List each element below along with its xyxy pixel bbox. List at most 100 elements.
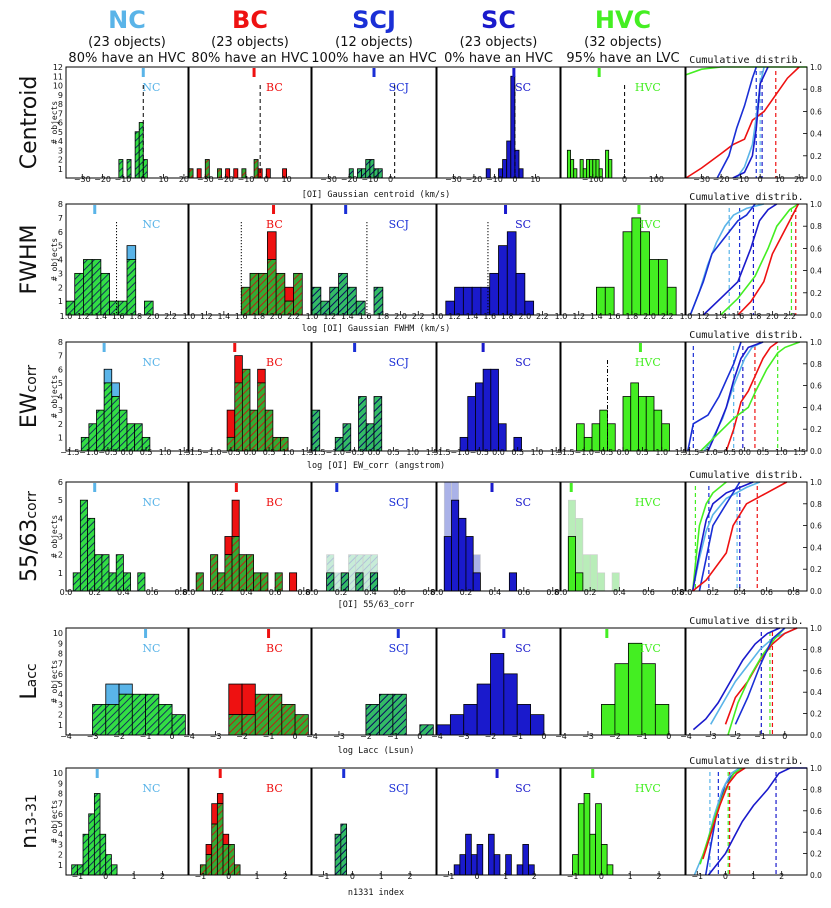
histogram-bar: [103, 368, 113, 384]
panel-scj-row1: SCJ 1.0 1.2 1.4 1.6 1.8 2.0 2.2: [306, 203, 437, 321]
x-tick-label: 1.0: [282, 448, 295, 457]
x-tick-label: −2: [609, 732, 621, 741]
x-tick-label: 0.5: [387, 448, 400, 457]
column-title-nc: NC: [108, 6, 146, 34]
y-tick-label: 1: [58, 721, 63, 730]
y-axis-label: # objects: [50, 238, 59, 282]
y-tick-label: 1: [58, 165, 63, 174]
panel-hvc-row1: HVC 1.0 1.2 1.4 1.6 1.8 2.0 2.2: [555, 203, 686, 321]
panel-hvc-row2: HVC −1.5 −1.0 −0.5 0.0 0.5 1.0 1.5: [555, 341, 687, 457]
histogram-bar: [605, 149, 610, 179]
panel-hvc-row3: HVC 0.0 0.2 0.4 0.6 0.8: [555, 481, 686, 597]
cumulative-panel-row3: Cumulative distrib. 0.0 0.2 0.4 0.6 0.8 1.0 0.0…: [680, 470, 823, 597]
histogram-bar: [254, 693, 269, 736]
histogram-bar: [342, 423, 352, 452]
x-tick-label: 2.0: [270, 312, 283, 321]
histogram-bar: [241, 683, 256, 716]
x-tick-label: −0.5: [470, 448, 489, 457]
cdf-x-tick-label: −30: [693, 175, 710, 184]
histogram-bar: [503, 673, 518, 736]
x-tick-label: −3: [87, 732, 99, 741]
panel-label: HVC: [635, 81, 661, 94]
cdf-y-tick-label: 1.0: [810, 63, 822, 72]
x-tick-label: 2.0: [643, 312, 656, 321]
histogram-bar: [91, 259, 102, 316]
x-tick-label: −10: [237, 175, 254, 184]
panel-frame: [311, 627, 437, 736]
histogram-bar: [631, 217, 642, 316]
cdf-x-tick-label: 0.0: [738, 448, 751, 457]
x-axis-label: n1331 index: [348, 888, 404, 898]
ghost-bar: [362, 554, 371, 592]
column-count: (32 objects): [584, 35, 662, 50]
ghost-bar: [348, 554, 357, 592]
cdf-y-tick-label: 0.6: [810, 807, 822, 816]
x-tick-label: 0: [666, 732, 671, 741]
row-label-0: Centroid: [17, 76, 42, 170]
cdf-x-tick-label: 0: [782, 732, 787, 741]
ghost-bar: [582, 554, 591, 592]
cdf-y-tick-label: 0.0: [810, 587, 822, 596]
histogram-bar: [195, 572, 204, 592]
panel-nc-row5: NC −1 0 1 2: [65, 767, 189, 881]
histogram-bar: [476, 844, 484, 876]
histogram-bar: [74, 272, 84, 316]
panel-hvc-row5: HVC −1 0 1 2: [560, 767, 686, 881]
histogram-bar: [373, 286, 384, 316]
row-label-text: EWcorr: [17, 365, 42, 428]
y-tick-label: 6: [58, 365, 63, 374]
cdf-x-tick-label: 1.5: [793, 448, 806, 457]
y-tick-label: 3: [58, 146, 63, 155]
histogram-bar: [211, 823, 218, 876]
histogram-bar: [453, 864, 461, 876]
histogram-bar: [604, 286, 615, 316]
histogram-bar: [666, 286, 677, 316]
panel-frame: [436, 767, 561, 876]
x-tick-label: 0.6: [517, 588, 530, 597]
panel-frame: [560, 66, 686, 179]
histogram-bar: [260, 572, 269, 592]
histogram-bar: [475, 382, 484, 452]
panel-label: SC: [515, 496, 531, 509]
histogram-bar: [606, 864, 614, 876]
cdf-curve-scj: [716, 66, 758, 179]
histogram-bar: [257, 382, 266, 452]
cdf-y-tick-label: 0.4: [810, 403, 822, 412]
y-tick-label: 5: [58, 680, 63, 689]
column-note: 95% have an LVC: [566, 51, 679, 66]
panel-frame: [188, 481, 312, 592]
cumulative-title: Cumulative distrib.: [689, 55, 803, 66]
histogram-bar: [454, 286, 464, 316]
cdf-y-tick-label: 1.0: [810, 478, 822, 487]
cdf-curve-bc: [725, 341, 779, 452]
x-tick-label: 2: [407, 872, 412, 881]
histogram-bar: [463, 704, 478, 736]
cumulative-title: Cumulative distrib.: [689, 470, 803, 481]
panel-frame: [560, 627, 686, 736]
histogram-bar: [275, 272, 286, 316]
column-title-bc: BC: [232, 6, 268, 34]
cdf-curve-scj: [689, 203, 756, 316]
x-tick-label: 0.8: [422, 588, 435, 597]
x-tick-label: −1: [263, 732, 275, 741]
histogram-bar: [258, 272, 268, 316]
cdf-curve-nc: [710, 627, 798, 725]
row-label-text: 55/63corr: [17, 491, 42, 582]
ghost-bar: [589, 554, 598, 592]
cdf-x-tick-label: 0: [723, 872, 728, 881]
cdf-y-tick-label: 0.2: [810, 565, 822, 574]
histogram-bar: [476, 683, 491, 736]
x-tick-label: 1.0: [183, 312, 196, 321]
x-tick-label: 1.2: [572, 312, 585, 321]
histogram-bar: [88, 423, 97, 452]
cdf-x-tick-label: −3: [705, 732, 717, 741]
histogram-bar: [111, 382, 120, 397]
histogram-bar: [253, 159, 259, 179]
histogram-bar: [96, 409, 105, 452]
x-tick-label: 1.4: [94, 312, 107, 321]
cdf-curve-sc: [707, 341, 764, 452]
x-tick-label: 1.2: [200, 312, 213, 321]
panel-nc-row0: NC −30 −20 −10 0 10 20: [65, 66, 189, 184]
panel-scj-row0: SCJ −30 −20 −10 0: [311, 66, 437, 184]
panel-label: BC: [266, 218, 283, 231]
